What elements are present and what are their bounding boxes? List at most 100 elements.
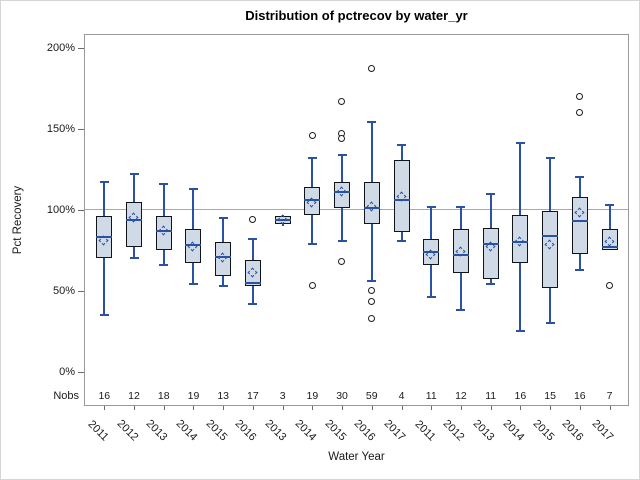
median-line	[482, 242, 499, 245]
whisker-upper	[608, 204, 611, 230]
box-iqr	[512, 214, 529, 264]
x-tick-mark	[520, 406, 522, 410]
median-line	[423, 250, 440, 253]
x-tick-year-label: 2013	[143, 417, 170, 444]
x-tick-year-label: 2012	[441, 417, 467, 444]
median-line	[244, 281, 261, 284]
box-iqr	[126, 201, 143, 248]
y-tick-mark	[78, 371, 84, 373]
whisker-upper	[549, 157, 552, 212]
median-line	[452, 254, 469, 257]
whisker-cap-top	[307, 156, 317, 159]
whisker-lower	[251, 285, 254, 304]
outlier-circle	[338, 257, 346, 265]
nobs-value: 11	[425, 390, 437, 402]
outlier-circle	[249, 215, 257, 223]
whisker-lower	[519, 263, 522, 332]
nobs-value: 16	[573, 390, 586, 402]
median-line	[363, 207, 380, 210]
x-tick-year-label: 2014	[500, 417, 527, 444]
whisker-lower	[400, 232, 403, 241]
whisker-lower	[222, 276, 225, 286]
whisker-lower	[103, 258, 106, 316]
whisker-upper	[578, 177, 581, 197]
x-tick-year-label: 2016	[560, 417, 586, 444]
nobs-value: 17	[247, 390, 259, 402]
whisker-upper	[251, 238, 254, 260]
median-line	[126, 218, 143, 221]
whisker-cap-bottom	[129, 257, 139, 260]
whisker-cap-bottom	[248, 302, 258, 305]
whisker-cap-bottom	[218, 284, 228, 287]
whisker-lower	[133, 247, 136, 259]
nobs-value: 18	[157, 390, 170, 402]
nobs-value: 13	[217, 390, 230, 402]
x-tick-mark	[460, 406, 462, 410]
nobs-value: 12	[128, 390, 140, 402]
median-line	[393, 199, 410, 202]
whisker-upper	[162, 183, 165, 217]
outlier-circle	[308, 131, 316, 139]
nobs-value: 7	[606, 390, 613, 402]
box-iqr	[393, 159, 410, 233]
whisker-cap-bottom	[367, 280, 377, 283]
y-tick-mark	[78, 290, 84, 292]
x-tick-mark	[223, 406, 225, 410]
box-iqr	[601, 229, 618, 251]
whisker-upper	[133, 174, 136, 202]
whisker-upper	[341, 154, 344, 183]
x-tick-year-label: 2013	[470, 417, 497, 444]
whisker-cap-bottom	[515, 330, 525, 333]
x-tick-mark	[371, 406, 373, 410]
whisker-cap-top	[218, 216, 228, 219]
whisker-cap-top	[456, 205, 466, 208]
nobs-value: 12	[455, 390, 467, 402]
x-tick-mark	[163, 406, 165, 410]
y-tick-mark	[78, 128, 84, 130]
x-tick-year-label: 2015	[203, 417, 230, 444]
whisker-upper	[281, 214, 284, 217]
median-line	[571, 220, 588, 223]
y-tick-mark	[78, 209, 84, 211]
box-iqr	[155, 216, 172, 251]
whisker-cap-top	[99, 181, 109, 184]
y-tick-label: 150%	[46, 122, 75, 135]
outlier-circle	[368, 298, 376, 306]
whisker-upper	[459, 206, 462, 230]
whisker-cap-bottom	[575, 268, 585, 271]
whisker-lower	[430, 264, 433, 298]
nobs-value: 59	[365, 390, 378, 402]
whisker-cap-top	[367, 121, 377, 124]
whisker-cap-top	[575, 176, 585, 179]
x-tick-year-label: 2013	[262, 417, 289, 444]
box-iqr	[215, 242, 232, 277]
nobs-value: 11	[485, 390, 497, 402]
x-tick-year-label: 2014	[173, 417, 200, 444]
whisker-lower	[370, 224, 373, 282]
whisker-cap-bottom	[486, 283, 496, 286]
whisker-cap-top	[248, 237, 258, 240]
x-tick-mark	[579, 406, 581, 410]
x-tick-year-label: 2011	[412, 418, 438, 444]
x-tick-mark	[193, 406, 195, 410]
median-line	[274, 218, 291, 221]
whisker-cap-bottom	[426, 296, 436, 299]
median-line	[542, 234, 559, 237]
median-line	[601, 246, 618, 249]
whisker-lower	[489, 279, 492, 285]
y-tick-label: 200%	[46, 41, 75, 54]
x-tick-mark	[252, 406, 254, 410]
outlier-circle	[368, 287, 376, 295]
median-line	[96, 236, 113, 239]
plot-frame	[84, 34, 629, 406]
whisker-upper	[192, 188, 195, 230]
whisker-lower	[549, 287, 552, 324]
x-tick-year-label: 2014	[292, 417, 319, 444]
nobs-value: 15	[544, 390, 556, 402]
x-tick-year-label: 2017	[381, 417, 408, 444]
outlier-circle	[576, 92, 584, 100]
whisker-upper	[400, 145, 403, 160]
x-tick-year-label: 2012	[114, 417, 141, 444]
nobs-value: 3	[279, 390, 286, 402]
median-line	[215, 255, 232, 258]
